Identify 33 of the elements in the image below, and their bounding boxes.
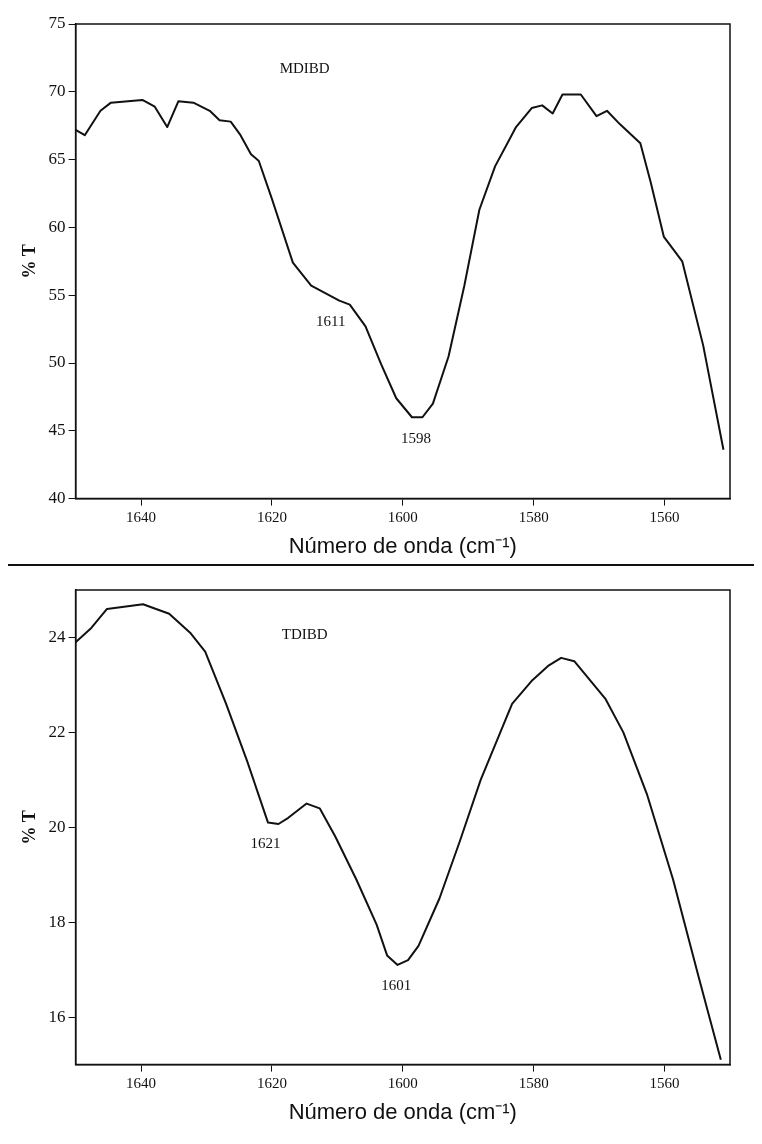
x-axis-title: Número de onda (cm⁻¹) <box>288 532 517 558</box>
y-tick-label: 55 <box>48 284 66 304</box>
y-tick-label: 22 <box>48 721 66 741</box>
annotation: 1601 <box>381 977 412 994</box>
x-tick-label: 1560 <box>649 1074 680 1091</box>
x-tick-label: 1560 <box>649 508 680 525</box>
y-tick-label: 16 <box>48 1006 66 1026</box>
annotation: TDIBD <box>281 626 328 643</box>
x-tick-label: 1600 <box>387 508 418 525</box>
x-tick-label: 1620 <box>256 508 287 525</box>
x-axis-title: Número de onda (cm⁻¹) <box>288 1098 517 1124</box>
y-tick-label: 20 <box>48 816 66 836</box>
y-tick-label: 45 <box>48 420 66 440</box>
x-tick-label: 1620 <box>256 1074 287 1091</box>
y-tick-label: 50 <box>48 352 66 372</box>
y-tick-label: 70 <box>48 81 66 101</box>
x-tick-label: 1600 <box>387 1074 418 1091</box>
annotation: 1611 <box>316 313 346 330</box>
x-tick-label: 1640 <box>126 1074 157 1091</box>
y-tick-label: 40 <box>48 488 66 508</box>
y-tick-label: 60 <box>48 216 66 236</box>
x-tick-label: 1640 <box>126 508 157 525</box>
x-tick-label: 1580 <box>518 508 549 525</box>
y-tick-label: 75 <box>48 13 66 33</box>
y-tick-label: 24 <box>48 626 67 646</box>
y-axis-title: % T <box>19 244 40 279</box>
annotation: MDIBD <box>279 60 330 77</box>
y-tick-label: 18 <box>48 911 66 931</box>
annotation: 1621 <box>250 834 281 851</box>
annotation: 1598 <box>400 429 431 446</box>
y-tick-label: 65 <box>48 149 66 169</box>
x-tick-label: 1580 <box>518 1074 549 1091</box>
y-axis-title: % T <box>19 810 40 845</box>
